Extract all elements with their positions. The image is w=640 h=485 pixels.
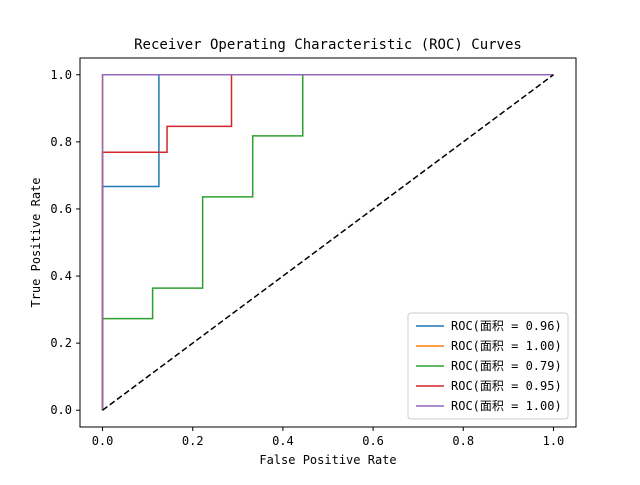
legend-entry-1: ROC(面积 = 0.96) — [451, 319, 562, 333]
x-tick-label: 1.0 — [543, 434, 565, 448]
y-tick-label: 1.0 — [50, 68, 72, 82]
x-tick-label: 0.4 — [272, 434, 294, 448]
plot-frame — [79, 57, 577, 428]
chart-title: Receiver Operating Characteristic (ROC) … — [134, 37, 522, 53]
legend: ROC(面积 = 0.96) ROC(面积 = 1.00) ROC(面积 = 0.7… — [407, 312, 569, 420]
y-tick-label: 0.2 — [50, 336, 72, 350]
x-axis-label: False Positive Rate — [259, 453, 396, 467]
legend-entry-3: ROC(面积 = 0.79) — [451, 359, 562, 373]
x-tick-label: 0.6 — [362, 434, 384, 448]
axis-ticks: 0.0 0.2 0.4 0.6 0.8 1.0 0.0 0.2 0.4 0.6 0.8 1.0 — [50, 68, 564, 448]
roc-series-line-5 — [101, 74, 554, 411]
roc-series-line-3 — [101, 74, 554, 411]
y-tick-label: 0.4 — [50, 269, 72, 283]
plot-area — [101, 74, 554, 411]
y-tick-label: 0.0 — [50, 403, 72, 417]
x-tick-label: 0.0 — [92, 434, 114, 448]
chance-reference-line — [102, 74, 554, 411]
legend-entry-5: ROC(面积 = 1.00) — [451, 399, 562, 413]
x-tick-label: 0.8 — [452, 434, 474, 448]
x-tick-label: 0.2 — [182, 434, 204, 448]
y-tick-label: 0.6 — [50, 202, 72, 216]
legend-box — [407, 312, 569, 420]
y-tick-label: 0.8 — [50, 135, 72, 149]
legend-entry-2: ROC(面积 = 1.00) — [451, 339, 562, 353]
y-axis-label: True Positive Rate — [29, 177, 43, 307]
legend-entry-4: ROC(面积 = 0.95) — [451, 379, 562, 393]
